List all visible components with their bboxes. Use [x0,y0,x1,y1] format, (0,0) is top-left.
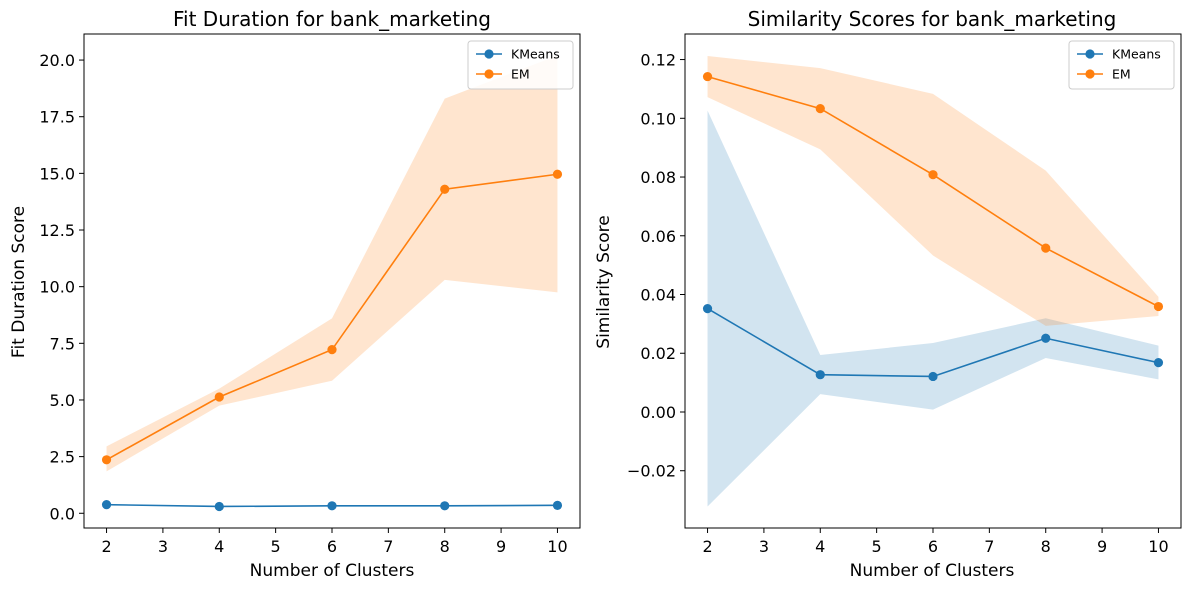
x-tick-label: 5 [271,537,281,556]
legend-marker-em [1085,69,1095,79]
x-tick-label: 4 [214,537,224,556]
legend-marker-kmeans [1085,49,1095,59]
series-band-kmeans [707,110,1159,507]
x-tick-label: 3 [759,537,769,556]
y-tick-label: 0.04 [640,286,676,305]
x-tick-label: 8 [440,537,450,556]
y-tick-label: 10.0 [39,278,75,297]
x-tick-label: 2 [702,537,712,556]
plot-area [101,55,563,512]
data-point-kmeans [1041,333,1051,343]
data-point-kmeans [702,304,713,314]
y-tick-label: 15.0 [39,164,75,183]
series-band-em [106,55,558,472]
y-axis-label: Fit Duration Score [9,206,29,358]
chart-title: Fit Duration for bank_marketing [173,7,491,31]
data-point-em [702,71,713,82]
x-tick-label: 6 [928,537,938,556]
x-tick-label: 7 [984,537,994,556]
x-tick-label: 4 [815,537,825,556]
data-point-kmeans [440,501,450,511]
x-tick-label: 5 [872,537,882,556]
plot-area [702,56,1164,507]
y-tick-label: −0.02 [627,462,676,481]
data-point-em [815,103,825,114]
y-tick-label: 17.5 [39,108,75,127]
legend-frame [1068,40,1175,90]
x-axis-label: Number of Clusters [850,561,1015,581]
y-axis-label: Similarity Score [594,215,614,348]
legend-label-kmeans: KMeans [511,47,560,62]
legend-marker-kmeans [484,49,494,59]
data-point-em [1153,301,1164,312]
x-tick-label: 10 [547,537,567,556]
data-point-kmeans [327,501,337,511]
x-tick-label: 3 [158,537,168,556]
data-point-em [101,455,112,465]
x-tick-label: 10 [1148,537,1168,556]
data-point-kmeans [815,370,825,380]
legend-frame [467,40,574,90]
data-point-em [440,184,450,194]
y-tick-label: 7.5 [50,334,75,353]
series-band-em [707,56,1159,326]
chart-title: Similarity Scores for bank_marketing [748,7,1117,31]
legend-label-kmeans: KMeans [1112,47,1161,62]
data-point-em [1041,243,1051,253]
y-tick-label: 0.06 [640,227,676,246]
y-tick-label: 0.0 [50,504,75,523]
fit-duration-chart: Fit Duration for bank_marketing Number o… [9,7,581,581]
legend-marker-em [484,69,494,79]
x-tick-label: 8 [1041,537,1051,556]
data-point-kmeans [101,500,112,510]
y-tick-label: 5.0 [50,391,75,410]
x-tick-label: 2 [101,537,111,556]
y-tick-label: 20.0 [39,51,75,70]
y-tick-label: 0.00 [640,403,676,422]
legend-label-em: EM [1112,67,1131,82]
similarity-scores-chart: Similarity Scores for bank_marketing Num… [594,7,1182,581]
data-point-em [214,392,224,402]
x-tick-label: 9 [1097,537,1107,556]
data-point-kmeans [214,501,224,512]
y-tick-label: 0.12 [640,51,676,70]
y-tick-label: 0.08 [640,168,676,187]
y-tick-label: 2.5 [50,448,75,467]
legend: KMeans EM [1068,40,1175,90]
legend: KMeans EM [467,40,574,90]
y-tick-label: 0.02 [640,344,676,363]
y-tick-label: 12.5 [39,221,75,240]
data-point-em [928,170,938,180]
data-point-em [552,169,563,179]
data-point-em [327,345,337,355]
data-point-kmeans [552,500,563,510]
y-tick-label: 0.10 [640,109,676,128]
legend-label-em: EM [511,67,530,82]
x-tick-label: 7 [383,537,393,556]
data-point-kmeans [1153,358,1164,368]
x-axis-label: Number of Clusters [250,561,415,581]
x-tick-label: 6 [327,537,337,556]
data-point-kmeans [928,371,938,382]
x-tick-label: 9 [496,537,506,556]
